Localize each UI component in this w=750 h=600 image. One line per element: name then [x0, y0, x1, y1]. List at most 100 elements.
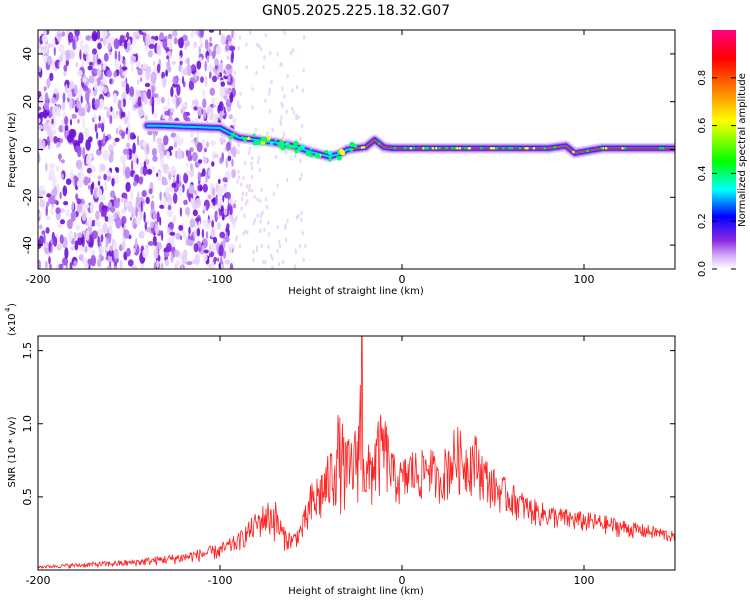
noise-speckle — [151, 147, 157, 157]
noise-speckle — [209, 71, 212, 79]
noise-speckle — [243, 213, 246, 219]
noise-speckle — [185, 206, 191, 216]
noise-speckle — [110, 190, 116, 198]
noise-speckle — [106, 37, 112, 45]
noise-speckle — [251, 105, 254, 110]
noise-speckle — [205, 231, 209, 239]
noise-speckle — [112, 92, 118, 104]
noise-speckle — [294, 248, 297, 253]
noise-speckle — [257, 155, 260, 160]
noise-speckle — [225, 63, 232, 70]
noise-speckle — [138, 230, 145, 239]
ridge-blob — [315, 153, 321, 159]
noise-speckle — [255, 70, 258, 76]
noise-speckle — [188, 184, 195, 195]
noise-speckle — [75, 224, 80, 231]
ridge-blob — [526, 147, 529, 150]
noise-speckle — [301, 88, 305, 93]
ridge-blob — [412, 147, 415, 150]
noise-speckle — [114, 212, 117, 220]
noise-speckle — [186, 57, 190, 65]
noise-speckle — [91, 230, 98, 240]
noise-speckle — [267, 232, 271, 237]
noise-speckle — [113, 71, 117, 78]
ridge-blob — [235, 134, 238, 137]
ridge-blob — [261, 136, 268, 142]
noise-speckle — [297, 114, 300, 120]
noise-speckle — [202, 98, 207, 109]
noise-speckle — [194, 253, 200, 266]
noise-speckle — [211, 161, 215, 167]
noise-speckle — [208, 64, 214, 72]
x-tick-label: -200 — [26, 273, 51, 286]
noise-speckle — [68, 49, 75, 60]
noise-speckle — [140, 200, 143, 212]
noise-speckle — [106, 69, 113, 78]
noise-speckle — [97, 175, 102, 180]
noise-speckle — [184, 42, 187, 50]
ridge-blob — [274, 138, 277, 142]
ridge-band — [141, 120, 675, 163]
noise-speckle — [198, 46, 201, 55]
noise-speckle — [71, 113, 77, 119]
noise-speckle — [142, 140, 147, 149]
noise-speckle — [204, 60, 207, 72]
noise-speckle — [211, 228, 215, 238]
noise-speckle — [132, 180, 138, 187]
noise-speckle — [94, 123, 98, 133]
noise-speckle — [265, 204, 269, 210]
noise-speckle — [109, 149, 114, 157]
noise-speckle — [168, 38, 173, 50]
noise-speckle — [201, 244, 205, 255]
noise-speckle — [130, 46, 133, 52]
noise-speckle — [290, 106, 294, 112]
noise-speckle — [96, 30, 101, 40]
noise-speckle — [280, 101, 283, 107]
noise-speckle — [228, 243, 233, 254]
noise-speckle — [97, 42, 102, 50]
noise-speckle — [185, 163, 189, 168]
ridge-blob — [572, 150, 575, 154]
noise-speckle — [78, 109, 85, 117]
noise-speckle — [98, 115, 101, 122]
noise-speckle — [163, 251, 170, 257]
noise-speckle — [213, 153, 219, 159]
ridge-blob — [659, 147, 662, 150]
noise-speckle — [276, 225, 279, 230]
noise-speckle — [96, 131, 99, 140]
noise-speckle — [131, 134, 137, 140]
noise-speckle — [225, 43, 230, 52]
noise-speckle — [87, 65, 93, 71]
noise-speckle — [266, 131, 269, 136]
noise-speckle — [137, 96, 142, 107]
noise-speckle — [153, 60, 156, 67]
noise-speckle — [214, 210, 218, 223]
noise-speckle — [70, 246, 76, 251]
noise-speckle — [264, 196, 268, 202]
noise-speckle — [204, 75, 208, 88]
noise-speckle — [72, 137, 75, 146]
noise-speckle — [103, 52, 109, 62]
noise-speckle — [151, 165, 155, 174]
noise-speckle — [219, 263, 225, 269]
noise-speckle — [185, 238, 191, 246]
noise-speckle — [217, 186, 223, 197]
noise-speckle — [193, 243, 199, 253]
noise-speckle — [283, 94, 286, 99]
noise-speckle — [45, 216, 51, 221]
noise-speckle — [219, 157, 223, 165]
noise-speckle — [135, 216, 141, 226]
noise-speckle — [121, 66, 128, 71]
noise-speckle — [227, 75, 231, 83]
noise-speckle — [84, 262, 89, 269]
colorbar-label: Normalized spectral amplitude — [737, 73, 748, 227]
noise-speckle — [88, 184, 91, 190]
noise-speckle — [70, 211, 77, 222]
ridge-blob — [621, 147, 624, 150]
noise-speckle — [66, 219, 73, 230]
noise-speckle — [208, 243, 212, 254]
noise-speckle — [74, 174, 77, 187]
ridge-blob — [293, 140, 299, 147]
noise-speckle — [237, 142, 240, 148]
